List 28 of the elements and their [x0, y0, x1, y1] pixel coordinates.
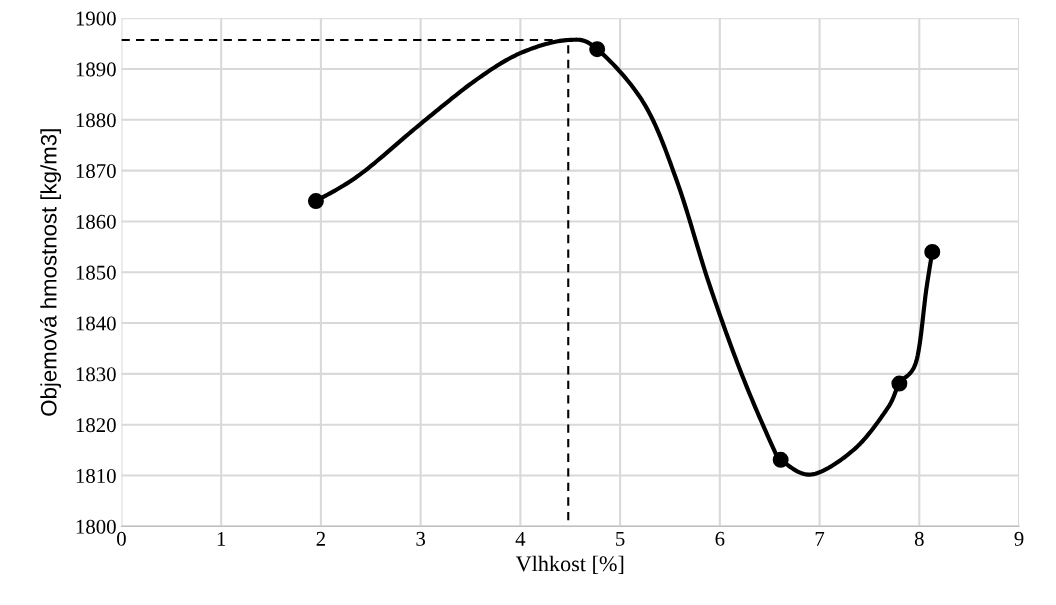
point [307, 193, 324, 210]
x-tick-label: 6 [715, 531, 725, 546]
point [924, 243, 941, 260]
point [589, 41, 606, 58]
y-tick-label: 1890 [76, 62, 116, 77]
point [772, 451, 789, 468]
y-axis-title: Objemová hmostnost [kg/m3] [40, 129, 62, 416]
x-tick-label: 0 [117, 531, 126, 546]
x-tick-label: 4 [515, 531, 526, 546]
y-tick-label: 1900 [76, 11, 116, 26]
y-tick-label: 1800 [76, 519, 116, 534]
x-tick-label: 9 [1014, 531, 1024, 546]
x-axis-title: Vlhkost [%] [515, 555, 624, 575]
y-tick-label: 1880 [76, 113, 116, 128]
y-tick-label: 1830 [76, 367, 116, 382]
point [891, 375, 908, 392]
y-tick-label: 1840 [76, 316, 116, 331]
x-tick-label: 8 [914, 531, 924, 546]
x-tick-label: 2 [316, 531, 325, 546]
y-tick-label: 1810 [76, 468, 116, 483]
x-tick-label: 7 [815, 532, 825, 546]
y-tick-label: 1820 [76, 418, 116, 433]
y-tick-label: 1860 [76, 214, 116, 229]
x-tick-label: 5 [616, 532, 625, 546]
y-tick-label: 1870 [76, 163, 116, 179]
x-tick-label: 1 [217, 531, 226, 546]
x-tick-label: 3 [416, 531, 426, 546]
y-tick-label: 1850 [76, 265, 116, 280]
